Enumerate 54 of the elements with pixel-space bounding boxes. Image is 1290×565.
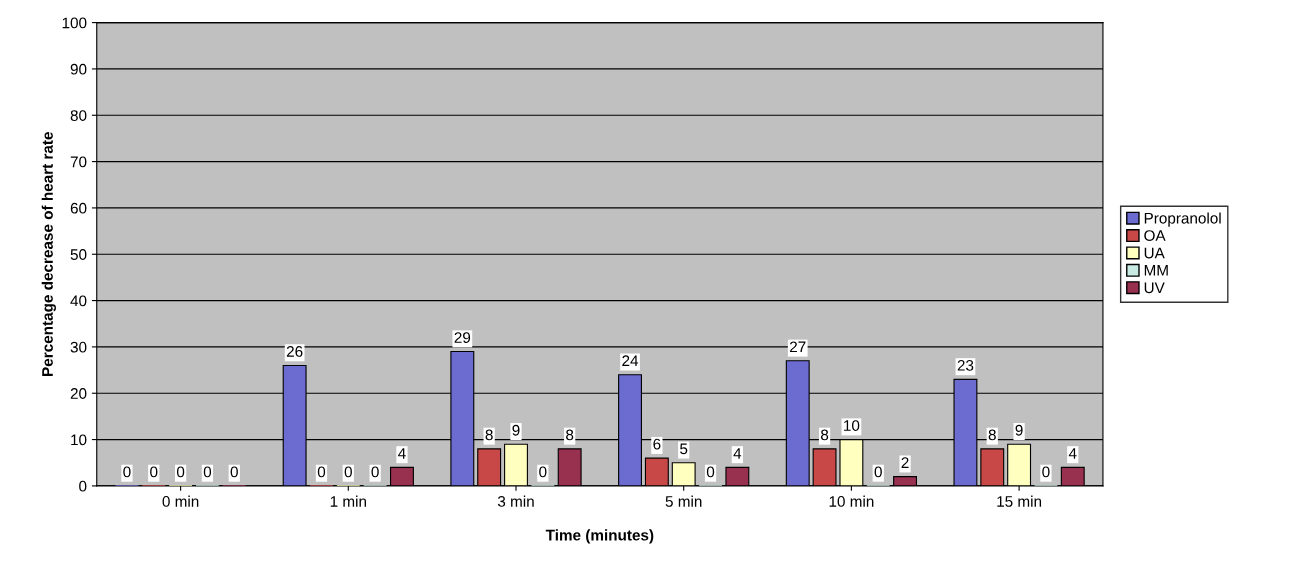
x-tick-label: 0 min [162,495,199,507]
data-label: 0 [123,466,131,478]
x-tick-label: 10 min [829,495,874,507]
x-tick-label: 15 min [997,495,1042,507]
legend-label: Propranolol [1144,212,1221,227]
x-tick-label: 5 min [665,495,702,507]
legend-label: UV [1144,282,1165,294]
x-tick-label: 1 min [330,495,366,507]
data-label: 8 [485,429,493,441]
data-label: 26 [286,346,303,357]
legend-label: MM [1144,265,1168,276]
y-tick-label: 60 [70,202,87,214]
y-tick-label: 10 [71,434,87,446]
data-label: 0 [317,466,326,478]
data-label: 8 [820,429,829,441]
data-label: 0 [176,466,185,478]
y-tick-label: 20 [70,388,87,399]
y-tick-label: 50 [70,249,87,260]
data-label: 0 [150,466,158,478]
data-label: 9 [512,424,520,436]
y-tick-label: 30 [70,341,87,353]
data-label: 27 [790,341,806,353]
data-label: 10 [844,420,860,431]
data-label: 24 [622,355,639,366]
data-label: 0 [203,466,212,478]
data-label: 0 [706,466,715,478]
legend-label: OA [1144,230,1166,242]
data-label: 2 [901,457,909,468]
data-label: 9 [1015,424,1023,436]
y-tick-label: 100 [62,17,87,29]
data-label: 29 [454,332,471,343]
x-axis-title: Time (minutes) [545,529,654,544]
data-label: 0 [539,466,547,478]
y-axis-title: Percentage decrease of heart rate [41,132,56,376]
data-label: 0 [230,466,238,478]
y-tick-label: 0 [79,480,87,492]
y-tick-label: 80 [70,110,87,121]
y-tick-label: 90 [70,63,87,75]
data-label: 0 [1042,466,1050,478]
x-tick-label: 3 min [497,495,534,507]
y-tick-label: 70 [70,156,87,168]
data-label: 4 [398,448,406,459]
data-label: 6 [653,438,661,450]
data-label: 4 [733,448,742,459]
data-label: 0 [874,466,882,478]
data-label: 8 [566,429,574,441]
data-label: 0 [371,466,379,478]
data-label: 0 [344,466,352,478]
legend-label: UA [1144,247,1165,259]
data-label: 5 [680,443,688,455]
data-label: 8 [988,429,996,441]
data-label: 23 [957,359,974,371]
data-label: 4 [1068,448,1077,459]
y-tick-label: 40 [70,295,87,307]
